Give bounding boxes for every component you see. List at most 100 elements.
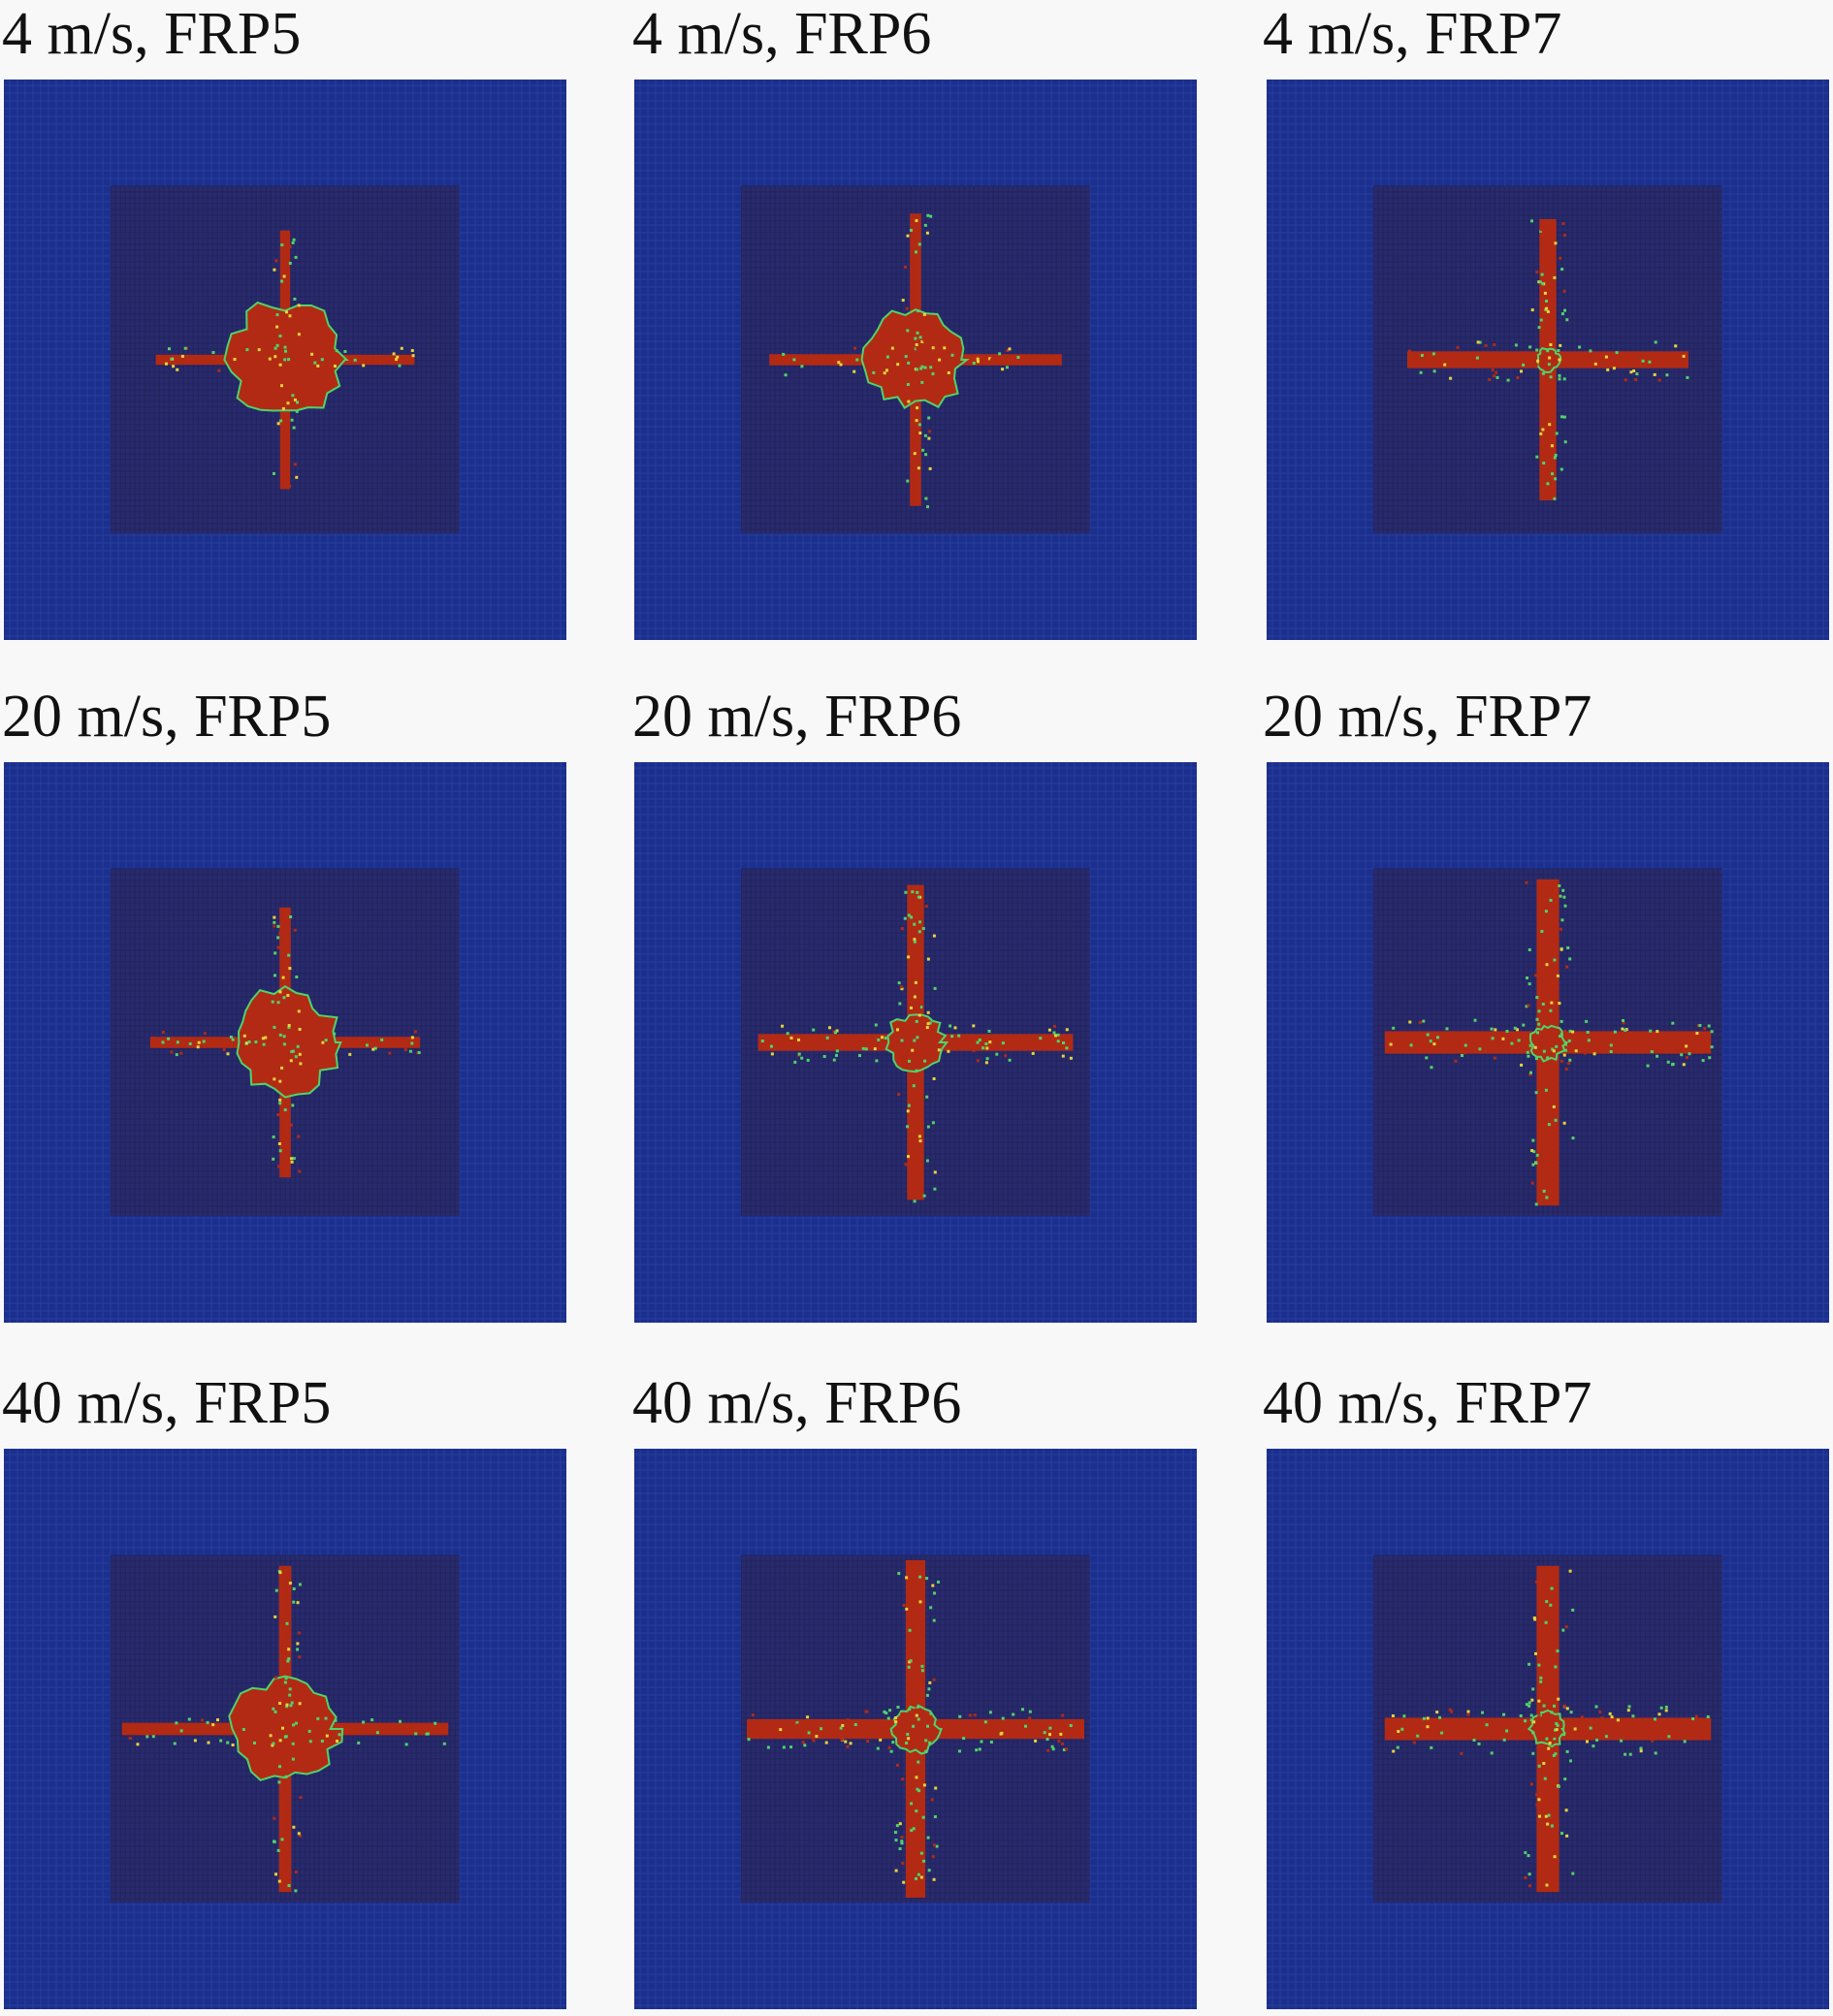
damage-speckle <box>293 463 297 466</box>
damage-speckle <box>1450 1042 1454 1046</box>
damage-speckle <box>1534 1091 1538 1095</box>
damage-speckle <box>1536 1031 1539 1035</box>
damage-speckle <box>299 1796 303 1800</box>
damage-speckle <box>1554 477 1558 481</box>
damage-speckle <box>1535 455 1539 459</box>
damage-speckle <box>292 1157 296 1161</box>
damage-speckle <box>1554 1728 1557 1732</box>
damage-speckle <box>1547 1123 1551 1127</box>
damage-speckle <box>272 1742 275 1745</box>
damage-speckle <box>226 1741 230 1744</box>
damage-speckle <box>1620 1739 1624 1743</box>
damage-speckle <box>917 242 921 246</box>
damage-speckle <box>1533 974 1537 977</box>
damage-speckle <box>1391 1714 1395 1717</box>
damage-speckle <box>1598 362 1602 366</box>
damage-speckle <box>297 1009 301 1013</box>
damage-speckle <box>275 1040 279 1044</box>
damage-speckle <box>924 1749 927 1753</box>
damage-speckle <box>907 955 911 959</box>
damage-speckle <box>392 352 396 356</box>
damage-speckle <box>885 355 889 359</box>
damage-speckle <box>923 329 927 333</box>
damage-speckle <box>928 430 932 433</box>
damage-speckle <box>1051 1747 1055 1751</box>
damage-speckle <box>219 1739 223 1743</box>
damage-speckle <box>410 349 414 352</box>
damage-speckle <box>1563 1777 1567 1781</box>
damage-speckle <box>815 1735 819 1739</box>
damage-speckle <box>1648 360 1652 364</box>
damage-speckle <box>206 1720 209 1724</box>
damage-speckle <box>1531 1687 1535 1691</box>
damage-speckle <box>379 1044 383 1048</box>
damage-speckle <box>298 1655 302 1659</box>
damage-speckle <box>1649 1029 1653 1033</box>
damage-map-svg <box>634 1449 1197 2009</box>
damage-speckle <box>1555 1044 1559 1048</box>
damage-speckle <box>906 383 910 386</box>
damage-speckle <box>290 1701 294 1705</box>
damage-speckle <box>931 1121 935 1125</box>
damage-speckle <box>1530 1698 1534 1702</box>
damage-speckle <box>1559 1035 1561 1038</box>
damage-speckle <box>1710 1045 1714 1049</box>
damage-speckle <box>408 1049 412 1053</box>
damage-speckle <box>931 346 935 350</box>
damage-speckle <box>1551 472 1554 476</box>
damage-speckle <box>285 1703 289 1707</box>
damage-speckle <box>1604 1735 1608 1739</box>
damage-speckle <box>410 1041 414 1045</box>
damage-speckle <box>277 1879 281 1883</box>
damage-speckle <box>925 1577 929 1581</box>
damage-speckle <box>907 913 911 917</box>
damage-speckle <box>801 1741 805 1744</box>
damage-speckle <box>1557 349 1560 352</box>
damage-speckle <box>253 1742 256 1744</box>
damage-speckle <box>792 358 796 362</box>
damage-speckle <box>1528 1704 1531 1708</box>
damage-speckle <box>905 1607 909 1611</box>
damage-speckle <box>918 920 921 924</box>
damage-speckle <box>273 471 275 475</box>
damage-speckle <box>1517 1039 1521 1042</box>
damage-speckle <box>928 1021 932 1025</box>
damage-speckle <box>873 1047 877 1051</box>
damage-speckle <box>1420 354 1424 357</box>
damage-speckle <box>1682 1063 1686 1067</box>
damage-speckle <box>943 346 947 350</box>
damage-speckle <box>165 362 168 366</box>
damage-speckle <box>294 1055 298 1059</box>
damage-speckle <box>913 940 916 944</box>
damage-speckle <box>929 366 933 369</box>
damage-speckle <box>1481 1711 1484 1714</box>
damage-speckle <box>985 1057 989 1061</box>
damage-speckle <box>887 1745 891 1749</box>
damage-speckle <box>1560 1059 1563 1063</box>
damage-speckle <box>1571 1136 1575 1140</box>
damage-speckle <box>1526 976 1528 979</box>
damage-speckle <box>136 1743 140 1746</box>
damage-speckle <box>442 1742 446 1745</box>
damage-speckle <box>932 1618 936 1622</box>
damage-speckle <box>905 1742 909 1744</box>
damage-speckle <box>1021 1708 1024 1712</box>
damage-speckle <box>781 1024 785 1028</box>
damage-speckle <box>998 352 1002 356</box>
damage-speckle <box>910 915 914 919</box>
damage-speckle <box>925 1693 929 1697</box>
damage-speckle <box>1552 1104 1556 1108</box>
damage-speckle <box>926 1010 930 1014</box>
damage-speckle <box>766 1745 770 1749</box>
damage-map-40ms-frp5 <box>4 1449 566 2009</box>
damage-speckle <box>1565 1834 1569 1838</box>
damage-speckle <box>915 1876 917 1880</box>
damage-speckle <box>957 1034 961 1038</box>
damage-speckle <box>278 363 282 367</box>
damage-speckle <box>977 360 980 364</box>
damage-speckle <box>1540 1711 1544 1714</box>
damage-speckle <box>281 1792 285 1796</box>
damage-speckle <box>1545 1883 1549 1887</box>
damage-speckle <box>902 1604 906 1607</box>
damage-speckle <box>1628 1752 1632 1756</box>
